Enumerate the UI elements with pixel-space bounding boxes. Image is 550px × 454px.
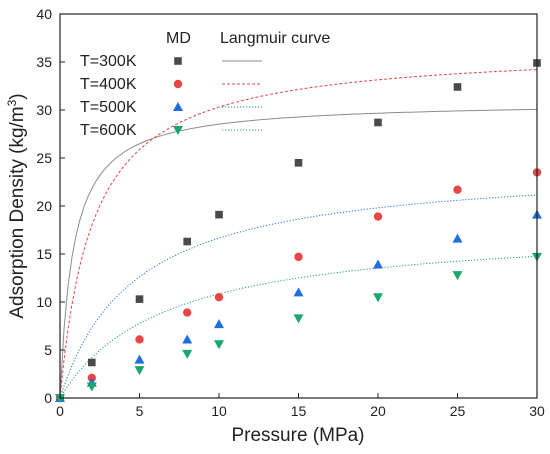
- x-tick-label: 10: [211, 403, 227, 419]
- langmuir-curves: [59, 69, 538, 399]
- data-point-t-400k: [373, 212, 383, 221]
- y-tick-label: 20: [36, 198, 52, 214]
- legend-label-t-300k: T=300K: [80, 53, 137, 70]
- data-point-t-600k: [452, 271, 463, 281]
- data-point-t-300k: [135, 295, 144, 303]
- data-point-t-300k: [215, 210, 223, 219]
- legend-label-t-600k: T=600K: [80, 122, 137, 139]
- plot-frame: [59, 13, 538, 399]
- y-tick-label: 5: [44, 342, 52, 358]
- data-point-t-300k: [88, 358, 96, 367]
- data-point-t-300k: [294, 159, 303, 167]
- x-tick-label: 30: [529, 403, 545, 419]
- y-tick-label: 15: [36, 246, 52, 262]
- data-point-t-400k: [135, 335, 144, 344]
- legend-marker-t-600k: [173, 126, 183, 135]
- x-tick-label: 0: [56, 403, 64, 419]
- langmuir-curve-t-500k: [59, 194, 538, 399]
- x-axis: 0 5 10 15 20 25 30: [56, 393, 545, 419]
- y-axis-title-close: ): [7, 93, 28, 99]
- x-axis-title: Pressure (MPa): [231, 425, 364, 446]
- data-point-t-300k: [453, 83, 462, 91]
- data-point-t-500k: [293, 287, 304, 297]
- legend-marker-t-500k: [173, 102, 183, 111]
- data-point-t-500k: [452, 233, 463, 243]
- y-tick-label: 10: [36, 294, 52, 310]
- x-tick-label: 15: [291, 403, 307, 419]
- data-point-t-500k: [182, 334, 193, 344]
- data-point-t-500k: [214, 319, 224, 329]
- data-point-t-500k: [134, 354, 145, 364]
- y-axis-title: Adsorption Density (kg/m3): [5, 93, 28, 318]
- data-point-t-400k: [214, 293, 224, 302]
- data-point-t-600k: [182, 349, 193, 359]
- data-point-t-400k: [453, 185, 462, 194]
- y-tick-label: 25: [36, 150, 52, 166]
- legend-marker-t-300k: [174, 57, 182, 65]
- langmuir-curve-t-600k: [59, 255, 538, 399]
- y-tick-label: 35: [36, 54, 52, 70]
- legend-label-t-500k: T=500K: [80, 99, 137, 116]
- langmuir-curve-t-300k: [59, 108, 538, 399]
- data-point-t-400k: [183, 308, 192, 317]
- x-tick-label: 25: [450, 403, 466, 419]
- md-data-points: [55, 59, 542, 403]
- data-point-t-300k: [183, 237, 191, 246]
- y-tick-label: 30: [36, 102, 52, 118]
- data-point-t-600k: [134, 366, 145, 376]
- data-point-t-600k: [214, 340, 224, 350]
- x-tick-label: 20: [370, 403, 386, 419]
- data-point-t-600k: [86, 382, 97, 392]
- x-tick-label: 5: [136, 403, 144, 419]
- y-tick-label: 0: [44, 390, 52, 406]
- y-axis-title-superscript: 3: [5, 99, 19, 106]
- legend-label-t-400k: T=400K: [80, 76, 137, 93]
- data-point-t-400k: [294, 252, 303, 262]
- langmuir-curve-t-400k: [59, 69, 538, 399]
- legend: MD Langmuir curve T=300K T=400K T=500K T=60…: [80, 30, 330, 139]
- data-point-t-500k: [373, 259, 383, 269]
- legend-header-curve: Langmuir curve: [220, 30, 330, 47]
- legend-header-md: MD: [166, 30, 191, 47]
- y-axis: 0 5 10 15 20 25 30 35 40: [36, 6, 65, 406]
- y-axis-title-main: Adsorption Density (kg/m: [7, 106, 28, 318]
- y-tick-label: 40: [36, 6, 52, 22]
- legend-rows: T=300K T=400K T=500K T=600K: [80, 53, 262, 139]
- data-point-t-600k: [293, 314, 304, 324]
- data-point-t-600k: [373, 293, 383, 303]
- data-point-t-300k: [374, 118, 382, 127]
- legend-marker-t-400k: [173, 79, 183, 89]
